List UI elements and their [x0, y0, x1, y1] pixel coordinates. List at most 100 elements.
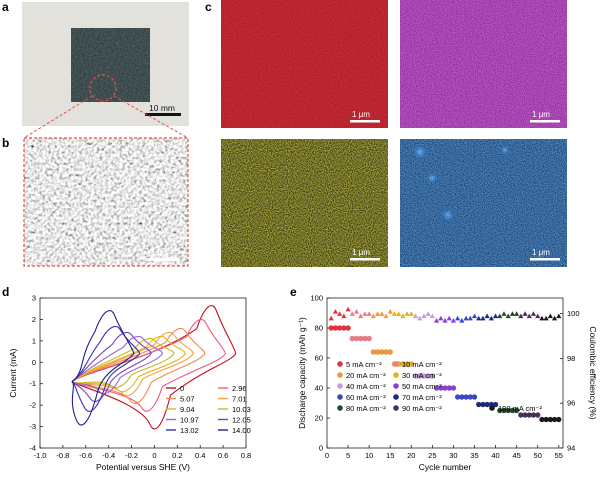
cyc-legend-swatch	[393, 383, 399, 389]
ce-point	[518, 313, 524, 319]
cv-legend-label: 12.05	[232, 416, 251, 425]
ce-point	[433, 317, 440, 323]
ce-point	[484, 313, 490, 319]
ce-point	[514, 311, 520, 316]
ce-point	[476, 315, 482, 321]
cyc-y2-tick-label: 100	[567, 309, 580, 318]
cyc-y-axis-label: Discharge capacity (mAh g⁻¹)	[297, 317, 307, 429]
svg-text:1 μm: 1 μm	[352, 110, 370, 119]
cv-curve	[71, 335, 186, 393]
capacity-point	[513, 407, 520, 414]
cyc-legend-label: 50 mA cm⁻²	[402, 382, 442, 391]
cyc-legend-swatch	[489, 405, 495, 411]
zoom-circle	[89, 74, 117, 102]
cyc-legend-label: 70 mA cm⁻²	[402, 393, 442, 402]
eds-map-yellow: 1 μm	[221, 139, 388, 267]
cv-x-tick-label: -0.8	[56, 451, 69, 460]
ce-point	[341, 313, 347, 319]
cv-x-tick-label: -0.4	[102, 451, 115, 460]
ce-point	[362, 311, 368, 316]
cv-curve	[71, 337, 175, 389]
cyc-legend-swatch	[337, 372, 343, 378]
cyc-x-tick-label: 25	[428, 451, 436, 460]
panel-label-c: c	[205, 0, 212, 14]
cyc-x-tick-label: 10	[365, 451, 373, 460]
cyc-legend-swatch	[337, 394, 343, 400]
ce-point	[438, 315, 444, 321]
cycling-chart: 0 5 10 15 20 25 30 35 40 45 50 55 0 20 40 60 80 100 94 96 98…	[297, 294, 598, 473]
cv-curve	[71, 319, 226, 412]
ce-point	[492, 313, 499, 319]
capacity-point	[429, 373, 436, 379]
cyc-y-tick-label: 100	[310, 294, 323, 303]
ce-point	[463, 315, 469, 321]
panel-label-d: d	[2, 285, 9, 299]
ce-point	[383, 313, 389, 319]
cyc-legend-swatch	[337, 383, 343, 389]
eds-map-magenta: 1 μm	[400, 0, 567, 128]
cyc-x-tick-label: 50	[534, 451, 542, 460]
cv-curve	[71, 327, 206, 404]
cv-legend-label: 10.97	[180, 416, 199, 425]
ce-point	[471, 313, 478, 319]
cv-curve	[71, 310, 135, 426]
capacity-point	[387, 349, 393, 355]
cv-y-axis-label: Current (mA)	[8, 348, 18, 397]
cv-x-tick-label: -1.0	[34, 451, 47, 460]
cv-legend-label: 0	[180, 384, 184, 393]
svg-text:1 μm: 1 μm	[532, 110, 550, 119]
cyc-legend-label: 30 mA cm⁻²	[402, 371, 442, 380]
cv-legend-label: 7.01	[232, 395, 247, 404]
cyc-legend-swatch	[393, 361, 399, 367]
capacity-point	[345, 325, 351, 331]
cyc-plot-frame	[326, 297, 564, 449]
cyc-y2-tick-label: 98	[567, 354, 575, 363]
cyc-y-tick-label: 0	[319, 444, 323, 453]
cyc-x-tick-label: 30	[449, 451, 457, 460]
capacity-point	[450, 385, 457, 391]
ce-point	[412, 313, 419, 319]
cv-x-axis-label: Potential versus SHE (V)	[96, 462, 190, 472]
cyc-x-tick-label: 0	[325, 451, 329, 460]
sem-scale-label: 1 μm	[151, 248, 169, 257]
cv-x-tick-label: -0.2	[125, 451, 138, 460]
ce-point	[404, 311, 410, 316]
ce-point	[421, 313, 427, 319]
ce-point	[539, 315, 545, 321]
ce-point	[387, 309, 393, 314]
cv-curve	[71, 335, 164, 395]
cv-x-tick-label: -0.6	[79, 451, 92, 460]
cv-y-tick-label: 2	[32, 315, 36, 324]
cv-x-tick-label: 0.8	[241, 451, 251, 460]
cyc-x-tick-label: 55	[555, 451, 563, 460]
cv-y-tick-label: 1	[32, 336, 36, 345]
cyc-y2-tick-label: 96	[567, 399, 575, 408]
capacity-point	[534, 412, 541, 418]
ce-point	[467, 315, 473, 321]
cyc-x-tick-label: 5	[346, 451, 350, 460]
cv-curve	[71, 331, 194, 397]
cv-y-tick-label: -1	[29, 379, 36, 388]
ce-point	[328, 315, 334, 321]
cv-x-tick-label: 0	[152, 451, 156, 460]
ce-point	[370, 313, 376, 319]
cv-y-tick-label: -3	[29, 422, 36, 431]
ce-point	[497, 313, 503, 319]
ce-point	[488, 315, 494, 321]
cv-y-tick-label: 0	[32, 358, 36, 367]
ce-point	[379, 311, 385, 316]
cyc-y2-axis-label: Coulombic efficiency (%)	[588, 326, 598, 420]
ce-point	[366, 311, 372, 316]
cv-x-tick-label: 0.4	[195, 451, 205, 460]
ce-point	[501, 311, 507, 316]
cv-curve	[71, 326, 141, 412]
cv-legend-label: 10.03	[232, 405, 251, 414]
cyc-y-tick-label: 40	[315, 384, 323, 393]
cyc-y-tick-label: 80	[315, 324, 323, 333]
ce-point	[429, 313, 435, 319]
cyc-x-axis-label: Cycle number	[419, 462, 472, 472]
cyc-y-tick-label: 20	[315, 414, 323, 423]
ce-point	[526, 313, 532, 319]
cyc-x-tick-label: 40	[491, 451, 499, 460]
ce-point	[530, 311, 537, 316]
